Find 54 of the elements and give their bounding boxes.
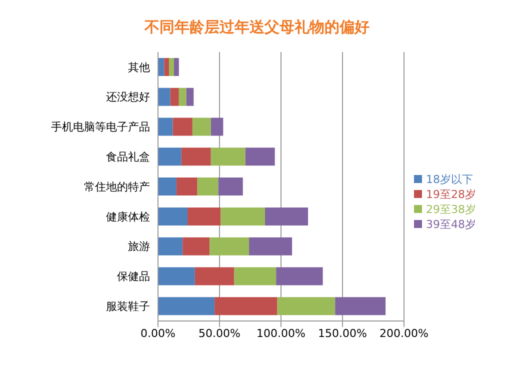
bar (210, 148, 246, 166)
bar (276, 267, 323, 286)
legend-label: 18岁以下 (426, 172, 473, 186)
bar (176, 178, 198, 196)
bar (174, 58, 179, 76)
y-tick-label: 服装鞋子 (106, 300, 150, 313)
y-tick-label: 旅游 (128, 240, 150, 254)
bar (220, 207, 266, 226)
y-tick-label: 手机电脑等电子产品 (51, 120, 150, 134)
legend-label: 39至48岁 (426, 218, 476, 230)
x-tick-label: 0.00% (140, 326, 176, 340)
bar (178, 88, 186, 106)
bar (192, 118, 211, 136)
y-tick-label: 食品礼盒 (106, 150, 150, 164)
x-tick-label: 150.00% (318, 326, 367, 340)
bar (277, 297, 336, 316)
bar (249, 237, 292, 256)
bar (169, 58, 174, 76)
y-tick-label: 其他 (128, 60, 150, 74)
bar (170, 88, 179, 106)
x-tick-label: 200.00% (380, 326, 428, 340)
bar (245, 148, 275, 166)
bar (172, 118, 192, 136)
bar (158, 267, 195, 286)
bar (158, 297, 215, 316)
bar (182, 237, 210, 256)
bar (218, 178, 243, 196)
bar (234, 267, 276, 286)
bar (158, 148, 182, 166)
bar (158, 88, 170, 106)
bar (158, 207, 188, 226)
bar (197, 178, 218, 196)
bar (194, 267, 234, 286)
y-tick-label: 还没想好 (106, 90, 150, 104)
legend-label: 29至38岁 (426, 202, 476, 216)
bar (265, 207, 308, 226)
bar (158, 178, 176, 196)
chart-title: 不同年龄层过年送父母礼物的偏好 (143, 17, 370, 38)
y-tick-label: 健康体检 (106, 210, 150, 224)
bar (335, 297, 386, 316)
bar (164, 58, 170, 76)
bar (186, 88, 194, 106)
legend-label: 19至28岁 (426, 188, 476, 200)
bar (214, 297, 278, 316)
bar (210, 118, 224, 136)
bar (210, 237, 250, 256)
bar (181, 148, 211, 166)
bar (188, 207, 221, 226)
bar (158, 118, 173, 136)
y-tick-label: 保健品 (117, 270, 150, 284)
y-tick-label: 常住地的特产 (84, 180, 150, 194)
bar (158, 237, 183, 256)
x-tick-label: 50.00% (198, 326, 240, 340)
x-tick-label: 100.00% (256, 326, 306, 340)
